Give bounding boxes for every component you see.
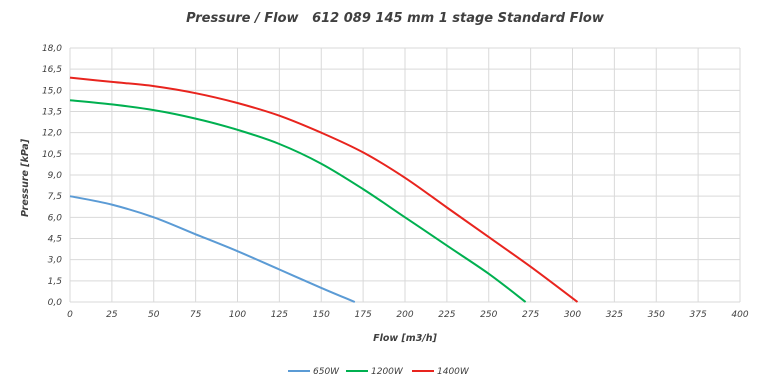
y-tick-label: 13,5	[42, 108, 62, 118]
y-tick-label: 4,5	[48, 235, 63, 245]
y-tick-label: 18,0	[42, 44, 62, 54]
x-tick-label: 400	[731, 310, 748, 320]
x-tick-label: 125	[271, 310, 288, 320]
y-tick-label: 6,0	[48, 213, 63, 223]
x-tick-label: 75	[190, 310, 202, 320]
y-tick-label: 1,5	[48, 277, 63, 287]
x-tick-label: 0	[67, 310, 73, 320]
y-axis-label: Pressure [kPa]	[20, 138, 31, 217]
series-line-1400w	[69, 76, 579, 303]
y-tick-label: 10,5	[42, 150, 62, 160]
x-tick-label: 200	[396, 310, 413, 320]
x-tick-label: 350	[648, 310, 665, 320]
x-tick-label: 175	[355, 310, 372, 320]
x-axis-ticks: 0 25 50 75 100 125 150 175 200 225 250 275 300 325 350…	[67, 310, 749, 320]
x-axis-label: Flow [m3/h]	[373, 333, 437, 344]
x-tick-label: 100	[229, 310, 246, 320]
grid-lines	[69, 47, 741, 303]
y-tick-label: 12,0	[42, 129, 62, 139]
x-tick-label: 150	[313, 310, 330, 320]
x-tick-label: 325	[606, 310, 623, 320]
legend-item-650w: 650W	[288, 367, 340, 377]
y-axis-ticks: 0,0 1,5 3,0 4,5 6,0 7,5 9,0 10,5 12,0 13,5 15,0 16,…	[42, 44, 62, 308]
y-tick-label: 7,5	[48, 192, 63, 202]
series-line-650w	[69, 195, 356, 303]
legend-label: 650W	[313, 367, 340, 377]
x-tick-label: 25	[106, 310, 118, 320]
x-tick-label: 275	[522, 310, 539, 320]
x-tick-label: 225	[438, 310, 455, 320]
legend: 650W 1200W 1400W	[288, 367, 470, 377]
x-tick-label: 50	[148, 310, 160, 320]
series-line-1200w	[69, 99, 527, 303]
y-tick-label: 9,0	[48, 171, 63, 181]
y-tick-label: 15,0	[42, 86, 62, 96]
series-lines	[69, 76, 579, 303]
chart-title: Pressure / Flow 612 089 145 mm 1 stage S…	[186, 11, 605, 26]
x-tick-label: 250	[480, 310, 497, 320]
x-tick-label: 375	[690, 310, 707, 320]
legend-item-1400w: 1400W	[412, 367, 470, 377]
y-tick-label: 3,0	[48, 256, 63, 266]
y-tick-label: 0,0	[48, 298, 63, 308]
x-tick-label: 300	[564, 310, 581, 320]
legend-label: 1200W	[371, 367, 404, 377]
legend-label: 1400W	[437, 367, 470, 377]
y-tick-label: 16,5	[42, 65, 62, 75]
legend-item-1200w: 1200W	[346, 367, 404, 377]
